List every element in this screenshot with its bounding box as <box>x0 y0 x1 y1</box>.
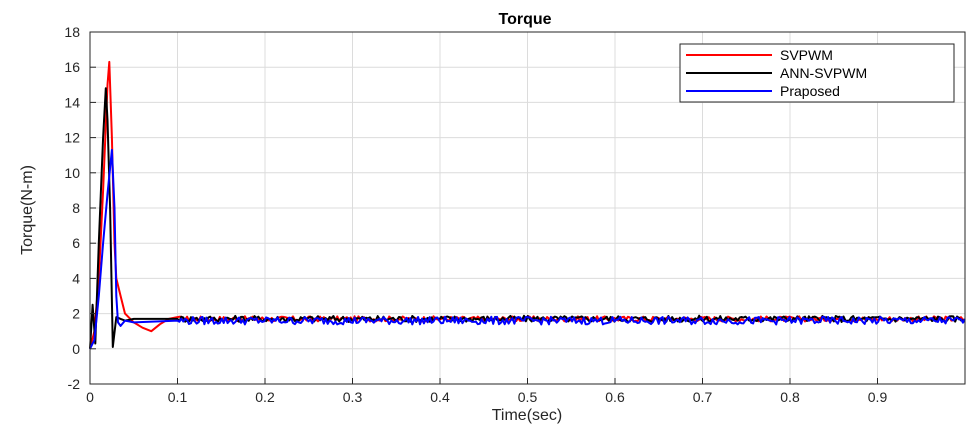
x-tick-label: 0.1 <box>168 389 188 405</box>
x-tick-label: 0.6 <box>605 389 625 405</box>
y-tick-label: 12 <box>64 130 80 146</box>
x-tick-label: 0.9 <box>868 389 888 405</box>
tick-labels: 0 0.1 0.2 0.3 0.4 0.5 0.6 0.7 0.8 0.9 -2 0 2 4 6 8 10 12 1… <box>64 24 887 405</box>
series-line-praposed <box>89 148 966 350</box>
y-tick-label: 10 <box>64 165 80 181</box>
legend: SVPWM ANN-SVPWM Praposed <box>679 43 955 103</box>
x-tick-label: 0.3 <box>343 389 363 405</box>
legend-label: Praposed <box>780 83 840 99</box>
x-tick-label: 0 <box>86 389 94 405</box>
y-tick-label: 0 <box>72 341 80 357</box>
y-tick-label: -2 <box>68 376 81 392</box>
y-tick-label: 16 <box>64 59 80 75</box>
y-axis-label: Torque(N-m) <box>19 165 36 255</box>
grid <box>90 32 965 384</box>
legend-label: SVPWM <box>780 47 833 63</box>
x-tick-label: 0.2 <box>255 389 275 405</box>
y-tick-label: 8 <box>72 200 80 216</box>
y-tick-label: 14 <box>64 94 80 110</box>
chart-title: Torque <box>498 11 551 28</box>
plot-area <box>89 60 966 350</box>
y-tick-label: 4 <box>72 270 80 286</box>
x-axis-label: Time(sec) <box>492 407 563 424</box>
y-tick-label: 2 <box>72 306 80 322</box>
x-tick-label: 0.7 <box>693 389 713 405</box>
y-tick-label: 18 <box>64 24 80 40</box>
x-tick-label: 0.5 <box>518 389 538 405</box>
legend-label: ANN-SVPWM <box>780 65 867 81</box>
y-tick-label: 6 <box>72 235 80 251</box>
x-tick-label: 0.4 <box>430 389 450 405</box>
x-tick-label: 0.8 <box>780 389 800 405</box>
